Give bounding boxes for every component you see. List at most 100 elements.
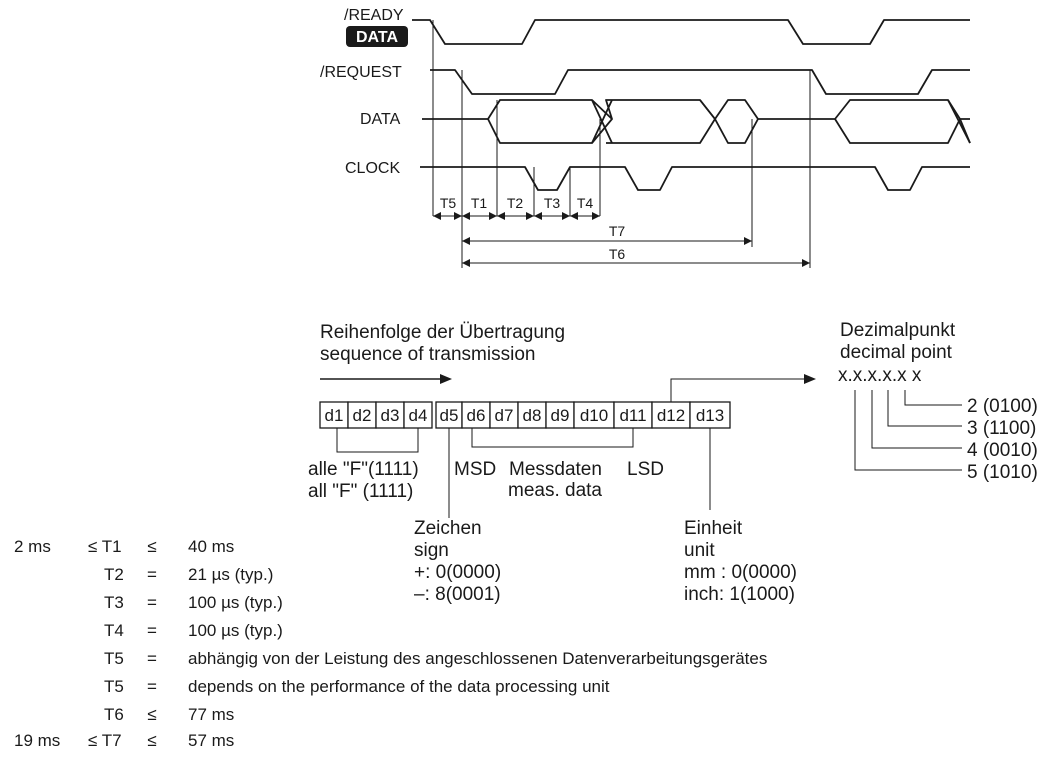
timing-row-lhs: T6 bbox=[104, 705, 124, 724]
unit-label-en: unit bbox=[684, 540, 715, 561]
decimal-code-4: 4 (0010) bbox=[967, 440, 1038, 461]
digit-label-d4: d4 bbox=[409, 406, 428, 425]
timing-row-op: = bbox=[147, 677, 157, 696]
timing-row-op: = bbox=[147, 565, 157, 584]
digit-label-d9: d9 bbox=[551, 406, 570, 425]
msd-label: MSD bbox=[454, 459, 496, 480]
timing-row-pre: 2 ms bbox=[14, 537, 51, 556]
ready-waveform bbox=[412, 19, 970, 45]
digit-cell bbox=[689, 401, 731, 429]
sign-plus-code: +: 0(0000) bbox=[414, 562, 501, 583]
timing-row-lhs: T5 bbox=[104, 677, 124, 696]
sign-label-en: sign bbox=[414, 540, 449, 561]
unit-mm-code: mm : 0(0000) bbox=[684, 562, 797, 583]
lsd-label: LSD bbox=[627, 459, 664, 480]
timing-row-lhs: ≤ T1 bbox=[88, 537, 122, 556]
data-waveform-upper bbox=[422, 99, 970, 120]
digit-label-d12: d12 bbox=[657, 406, 685, 425]
digit-cell bbox=[403, 401, 433, 429]
all-f-bracket bbox=[336, 428, 419, 453]
clock-signal-label: CLOCK bbox=[345, 160, 400, 177]
timing-row-lhs: T3 bbox=[104, 593, 124, 612]
data-waveform-lower bbox=[487, 118, 971, 144]
timing-row-op: = bbox=[147, 621, 157, 640]
timing-label-t5: T5 bbox=[440, 195, 457, 211]
timing-row-value: 57 ms bbox=[188, 731, 234, 750]
timing-guide-lines bbox=[432, 20, 811, 268]
request-waveform bbox=[430, 69, 970, 95]
timing-label-t4: T4 bbox=[577, 195, 594, 211]
all-f-label-de: alle "F"(1111) bbox=[308, 459, 419, 480]
timing-row-value: depends on the performance of the data p… bbox=[188, 677, 610, 696]
timing-label-t6: T6 bbox=[609, 246, 626, 262]
decimal-arrow-head bbox=[804, 374, 816, 384]
timing-row-lhs: T2 bbox=[104, 565, 124, 584]
digit-label-d5: d5 bbox=[440, 406, 459, 425]
timing-row-lhs: T4 bbox=[104, 621, 124, 640]
digit-cells bbox=[319, 401, 731, 429]
data-badge-label: DATA bbox=[356, 29, 399, 46]
decimal-connector bbox=[670, 378, 808, 402]
digit-label-d3: d3 bbox=[381, 406, 400, 425]
timing-row-value: 21 µs (typ.) bbox=[188, 565, 273, 584]
decimal-code-3: 3 (1100) bbox=[967, 418, 1036, 439]
decimal-code-leaders bbox=[854, 390, 962, 471]
timing-row-op: = bbox=[147, 649, 157, 668]
timing-label-t3: T3 bbox=[544, 195, 561, 211]
request-signal-label: /REQUEST bbox=[320, 64, 402, 81]
digit-label-d11: d11 bbox=[619, 406, 646, 425]
decimal-title-en: decimal point bbox=[840, 342, 953, 363]
timing-row-op: = bbox=[147, 593, 157, 612]
digit-cell bbox=[613, 401, 653, 429]
digit-cell bbox=[651, 401, 691, 429]
timing-label-t7: T7 bbox=[609, 223, 626, 239]
decimal-title-de: Dezimalpunkt bbox=[840, 320, 956, 341]
meas-data-bracket bbox=[471, 428, 634, 448]
timing-row-lhs: T5 bbox=[104, 649, 124, 668]
timing-row-value: 40 ms bbox=[188, 537, 234, 556]
digit-label-d8: d8 bbox=[523, 406, 542, 425]
unit-label-de: Einheit bbox=[684, 518, 743, 539]
timing-row-pre: 19 ms bbox=[14, 731, 60, 750]
digit-label-d2: d2 bbox=[353, 406, 372, 425]
decimal-code-2: 2 (0100) bbox=[967, 396, 1038, 417]
digit-label-d1: d1 bbox=[325, 406, 344, 425]
ready-signal-label: /READY bbox=[344, 7, 404, 24]
timing-row-lhs: ≤ T7 bbox=[88, 731, 122, 750]
messdaten-label: Messdaten bbox=[509, 459, 602, 480]
timing-row-op: ≤ bbox=[147, 705, 156, 724]
decimal-pattern: x.x.x.x.x x bbox=[838, 365, 922, 386]
digit-cell bbox=[375, 401, 405, 429]
sign-minus-code: –: 8(0001) bbox=[414, 584, 501, 605]
digit-label-d7: d7 bbox=[495, 406, 514, 425]
timing-row-op: ≤ bbox=[147, 537, 156, 556]
timing-label-t1: T1 bbox=[471, 195, 488, 211]
timing-row-value: 100 µs (typ.) bbox=[188, 621, 283, 640]
sequence-title-en: sequence of transmission bbox=[320, 344, 535, 365]
digit-label-d13: d13 bbox=[696, 406, 724, 425]
timing-arrows bbox=[433, 212, 810, 267]
all-f-label-en: all "F" (1111) bbox=[308, 481, 413, 502]
timing-row-value: 77 ms bbox=[188, 705, 234, 724]
timing-table: 2 ms ≤ T1 ≤ 40 ms T2 = 21 µs (typ.) T3 =… bbox=[14, 537, 767, 750]
digit-cell bbox=[545, 401, 575, 429]
data-waveform-cross bbox=[591, 99, 971, 144]
digit-label-d10: d10 bbox=[580, 406, 608, 425]
timing-row-value: 100 µs (typ.) bbox=[188, 593, 283, 612]
data-signal-label: DATA bbox=[360, 111, 401, 128]
clock-waveform bbox=[420, 166, 970, 191]
data-badge-background bbox=[346, 26, 408, 47]
meas-data-label: meas. data bbox=[508, 480, 602, 501]
timing-row-value: abhängig von der Leistung des angeschlos… bbox=[188, 649, 767, 668]
timing-row-op: ≤ bbox=[147, 731, 156, 750]
digit-label-d6: d6 bbox=[467, 406, 486, 425]
sign-label-de: Zeichen bbox=[414, 518, 482, 539]
timing-label-t2: T2 bbox=[507, 195, 524, 211]
digit-cell bbox=[489, 401, 519, 429]
decimal-code-5: 5 (1010) bbox=[967, 462, 1038, 483]
sequence-arrow-head bbox=[440, 374, 452, 384]
sequence-title-de: Reihenfolge der Übertragung bbox=[320, 322, 565, 343]
digit-cell bbox=[319, 401, 349, 429]
unit-inch-code: inch: 1(1000) bbox=[684, 584, 795, 605]
